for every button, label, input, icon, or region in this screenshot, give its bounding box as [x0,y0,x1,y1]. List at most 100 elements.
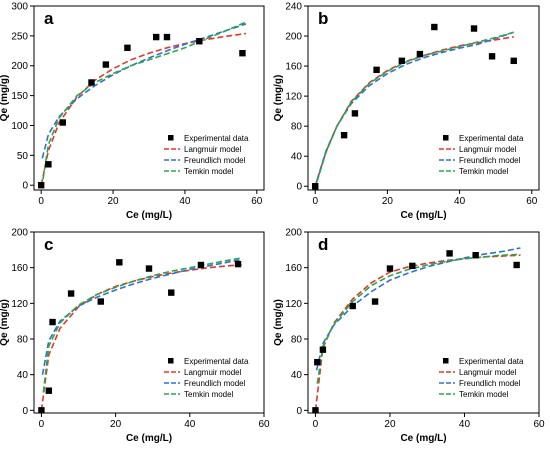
data-point [37,182,45,189]
legend-label: Experimental data [184,134,249,143]
legend-label: Temkin model [459,167,509,176]
x-axis-title: Ce (mg/L) [400,433,446,444]
y-tick-label: 100 [11,121,28,132]
data-point [49,318,56,326]
legend-label: Langmuir model [184,145,242,154]
x-tick-label: 20 [110,419,122,430]
data-point [234,260,242,268]
x-tick-label: 0 [38,196,44,207]
data-point [398,57,406,65]
data-point [314,358,321,366]
data-point [510,57,517,65]
legend-label: Langmuir model [184,368,242,377]
y-tick-label: 50 [17,151,29,162]
y-tick-label: 200 [285,228,302,239]
chart-panel-a: 0 20 40 60 0 50 100 150 200 250 300 Ce (mg/L) Qe (mg… [0,2,265,221]
data-point [116,259,123,266]
y-tick-label: 80 [291,122,303,133]
plot-frame [307,231,540,414]
panel-letter: a [44,9,54,28]
legend-label: Experimental data [184,357,249,366]
data-point [124,44,131,52]
data-point [239,49,246,57]
legend-label: Temkin model [184,390,234,399]
panel-letter: b [318,9,328,28]
legend-label: Langmuir model [459,368,517,377]
y-tick-label: 80 [291,334,303,345]
series-line-temkin-model [316,253,521,384]
x-tick-label: 0 [313,419,319,430]
legend: Experimental data Langmuir model Freundlic… [439,357,524,399]
y-tick-label: 160 [285,62,302,73]
x-tick-label: 20 [108,196,120,207]
data-point [351,110,359,117]
data-point [196,38,203,45]
data-point [488,53,496,60]
panel-letter: c [44,235,53,254]
y-axis-title: Qe (mg/g) [273,299,284,346]
data-point [197,261,205,269]
y-tick-label: 240 [285,2,302,13]
series-line-freundlich-model [41,258,242,375]
x-tick-label: 20 [382,196,394,207]
x-tick-label: 40 [454,196,466,207]
x-tick-label: 40 [184,419,196,430]
y-axis-title: Qe (mg/g) [0,299,10,346]
y-tick-label: 200 [285,32,302,43]
data-point [67,290,75,297]
legend-marker-experimental [168,135,174,141]
data-point [88,79,95,86]
data-point [386,265,394,272]
data-point [97,298,104,305]
y-tick-label: 300 [11,2,28,13]
x-axis-title: Ce (mg/L) [400,210,446,221]
legend: Experimental data Langmuir model Freundlic… [439,134,524,176]
data-point [38,407,45,414]
series-line-temkin-model [42,257,242,393]
plot-frame [33,5,265,191]
data-point [416,50,424,58]
y-tick-label: 120 [11,299,28,310]
x-axis-title: Ce (mg/L) [126,433,172,444]
data-point [446,250,453,257]
y-tick-label: 120 [285,299,302,310]
legend-marker-experimental [443,135,449,141]
x-tick-label: 60 [526,196,538,207]
data-point [409,262,416,270]
data-point [102,61,110,68]
legend-label: Experimental data [459,134,524,143]
chart-panel-d: 0 20 40 60 0 40 80 120 160 200 Ce (mg/L) Qe (mg/g) d… [273,228,545,445]
x-tick-label: 60 [258,419,270,430]
y-tick-label: 0 [22,406,28,417]
x-tick-label: 20 [384,419,396,430]
data-point [319,346,327,353]
data-point [312,407,319,414]
data-point [45,387,53,394]
series-line-temkin-model [316,31,514,182]
data-point [340,131,348,139]
x-tick-label: 60 [533,419,545,430]
y-axis-title: Qe (mg/g) [273,75,284,122]
legend-label: Experimental data [459,357,524,366]
legend-marker-experimental [443,358,449,364]
legend-label: Temkin model [184,167,234,176]
data-point [168,289,175,296]
data-point [371,298,379,305]
series-line-langmuir-model [40,264,242,411]
data-point [373,66,380,74]
data-point [145,265,153,272]
plot-frame [307,5,540,191]
x-tick-label: 0 [312,196,318,207]
legend-marker-experimental [168,358,174,364]
legend-label: Freundlich model [184,379,246,388]
y-tick-label: 80 [17,334,29,345]
series-line-temkin-model [42,21,247,180]
y-tick-label: 0 [296,406,302,417]
series-line-freundlich-model [315,247,521,371]
x-tick-label: 40 [179,196,191,207]
legend: Experimental data Langmuir model Freundlic… [164,134,249,176]
legend-label: Freundlich model [459,156,521,165]
data-point [312,183,319,190]
legend: Experimental data Langmuir model Freundlic… [164,357,249,399]
